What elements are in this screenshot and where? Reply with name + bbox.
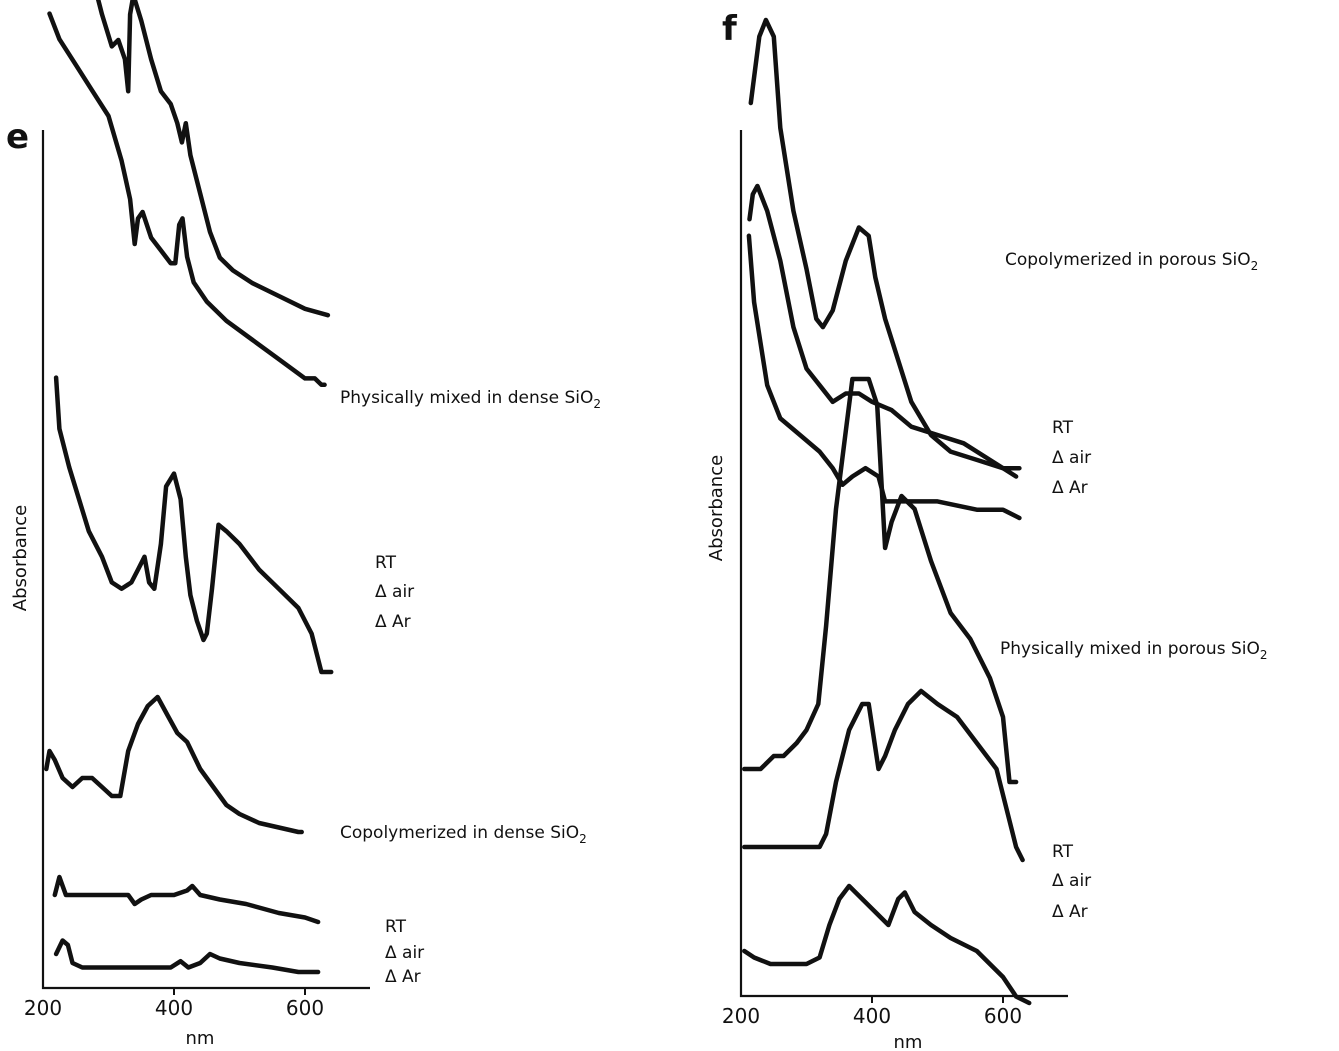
panel-e-legend-1-air: Δ air: [375, 582, 414, 602]
series-line-e-2-rt: [44, 694, 304, 835]
series-line-e-1-air: [47, 11, 327, 388]
panel-f-x-ticks: 200 400 600: [722, 996, 1022, 1028]
panel-e-group-title-2: Copolymerized in dense SiO2: [340, 823, 587, 846]
series-line-f-1-rt: [748, 17, 1022, 471]
panel-letter-f: f: [722, 9, 738, 49]
x-tick-label: 600: [984, 1004, 1022, 1028]
panel-f-y-label: Absorbance: [706, 455, 727, 561]
panel-f: f 200 400 600 nm Absorbance Copolymerized …: [706, 9, 1268, 1051]
panel-e-y-label: Absorbance: [10, 505, 31, 611]
panel-f-legend-2-ar: Δ Ar: [1052, 902, 1088, 922]
series-line-e-2-air: [52, 874, 321, 925]
series-line-e-2-ar: [53, 938, 321, 975]
panel-f-curves: [742, 17, 1032, 1006]
x-tick-label: 600: [286, 996, 324, 1020]
panel-f-legend-2-air: Δ air: [1052, 871, 1091, 891]
panel-e-legend-2-air: Δ air: [385, 943, 424, 963]
x-tick-label: 200: [722, 1004, 760, 1028]
panel-e-x-ticks: 200 400 600: [24, 988, 324, 1020]
panel-f-group-title-1: Copolymerized in porous SiO2: [1005, 250, 1258, 273]
panel-e-x-label: nm: [186, 1028, 215, 1049]
panel-f-x-label: nm: [894, 1032, 923, 1051]
panel-f-group-title-2: Physically mixed in porous SiO2: [1000, 639, 1268, 662]
series-line-e-1-rt: [95, 0, 331, 318]
series-line-f-2-rt: [742, 376, 1019, 785]
x-tick-label: 400: [155, 996, 193, 1020]
series-line-e-1-ar: [53, 375, 334, 675]
panel-e-legend-1-ar: Δ Ar: [375, 612, 411, 632]
panel-e-curves: [44, 0, 334, 975]
x-tick-label: 400: [853, 1004, 891, 1028]
panel-e: e 200 400 600 nm Absorbance Physically mix…: [6, 0, 601, 1049]
panel-e-group-title-1: Physically mixed in dense SiO2: [340, 388, 601, 411]
panel-f-legend-1-ar: Δ Ar: [1052, 478, 1088, 498]
series-line-f-1-air: [747, 183, 1019, 479]
panel-e-legend-2-rt: RT: [385, 917, 407, 937]
panel-e-axes: [41, 130, 370, 990]
series-line-f-2-ar: [742, 883, 1032, 1006]
panel-f-legend-1-rt: RT: [1052, 418, 1074, 438]
panel-f-axes: [739, 130, 1068, 998]
series-line-f-1-ar: [746, 233, 1022, 521]
x-tick-label: 200: [24, 996, 62, 1020]
panel-e-legend-2-ar: Δ Ar: [385, 967, 421, 987]
panel-f-legend-1-air: Δ air: [1052, 448, 1091, 468]
panel-letter-e: e: [6, 117, 29, 157]
series-line-f-2-air: [742, 688, 1025, 863]
panel-f-legend-2-rt: RT: [1052, 842, 1074, 862]
panel-e-legend-1-rt: RT: [375, 553, 397, 573]
